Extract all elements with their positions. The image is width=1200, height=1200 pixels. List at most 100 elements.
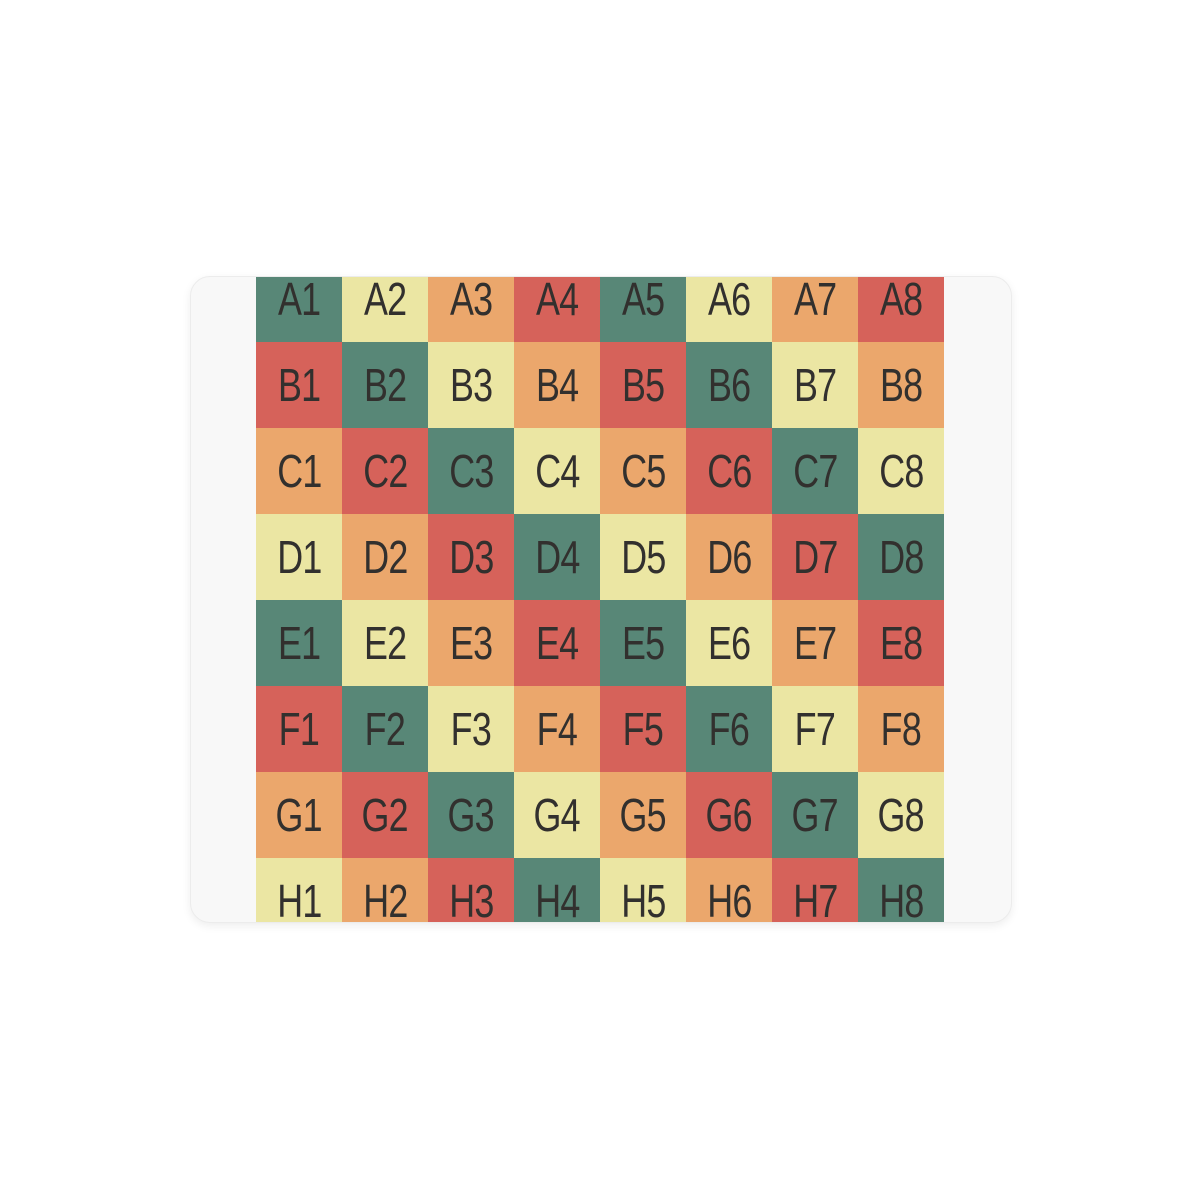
grid-cell-C7[interactable]: C7 xyxy=(772,428,858,514)
grid-cell-label: B2 xyxy=(363,359,407,411)
grid-cell-label: E2 xyxy=(363,617,407,669)
grid-cell-label: H7 xyxy=(792,875,838,923)
grid-cell-A1[interactable]: A1 xyxy=(256,277,342,342)
grid-cell-H3[interactable]: H3 xyxy=(428,858,514,923)
grid-cell-label: B4 xyxy=(535,359,579,411)
grid-cell-E2[interactable]: E2 xyxy=(342,600,428,686)
grid-cell-G1[interactable]: G1 xyxy=(256,772,342,858)
grid-cell-B4[interactable]: B4 xyxy=(514,342,600,428)
grid-cell-E4[interactable]: E4 xyxy=(514,600,600,686)
grid-cell-label: H8 xyxy=(878,875,924,923)
grid-cell-G6[interactable]: G6 xyxy=(686,772,772,858)
grid-cell-A8[interactable]: A8 xyxy=(858,276,944,342)
grid-cell-label: E1 xyxy=(277,617,321,669)
grid-cell-label: C7 xyxy=(792,445,838,497)
grid-cell-label: A4 xyxy=(535,276,579,325)
grid-cell-B6[interactable]: B6 xyxy=(686,342,772,428)
grid-cell-label: C3 xyxy=(448,445,494,497)
grid-cell-label: C6 xyxy=(706,445,752,497)
grid-cell-C3[interactable]: C3 xyxy=(428,428,514,514)
grid-cell-D7[interactable]: D7 xyxy=(772,514,858,600)
grid-cell-F1[interactable]: F1 xyxy=(256,686,342,772)
grid-cell-label: C5 xyxy=(620,445,666,497)
grid-cell-label: F2 xyxy=(364,703,406,755)
grid-cell-C6[interactable]: C6 xyxy=(686,428,772,514)
grid-cell-label: D3 xyxy=(448,531,494,583)
grid-cell-F3[interactable]: F3 xyxy=(428,686,514,772)
grid-cell-A2[interactable]: A2 xyxy=(342,276,428,342)
grid-cell-label: G3 xyxy=(447,789,495,841)
grid-cell-H5[interactable]: H5 xyxy=(600,858,686,923)
grid-cell-G8[interactable]: G8 xyxy=(858,772,944,858)
grid-cell-B5[interactable]: B5 xyxy=(600,342,686,428)
grid-cell-H8[interactable]: H8 xyxy=(858,858,944,923)
grid-cell-F6[interactable]: F6 xyxy=(686,686,772,772)
color-grid-card: A1 A2 A3 A4 A5 A6 A7 A8 B1 B2 B3 B4 B5 B6 B7 B8 C1 C2 C3 C4… xyxy=(190,276,1012,923)
grid-cell-A5[interactable]: A5 xyxy=(600,277,686,342)
grid-cell-D8[interactable]: D8 xyxy=(858,514,944,600)
grid-cell-E1[interactable]: E1 xyxy=(256,600,342,686)
grid-cell-label: A2 xyxy=(363,276,407,325)
grid-cell-label: E5 xyxy=(621,617,665,669)
grid-cell-G5[interactable]: G5 xyxy=(600,772,686,858)
grid-cell-label: D2 xyxy=(362,531,408,583)
grid-cell-H1[interactable]: H1 xyxy=(256,858,342,922)
grid-cell-label: E6 xyxy=(707,617,751,669)
grid-cell-D5[interactable]: D5 xyxy=(600,514,686,600)
grid-cell-label: A8 xyxy=(879,276,923,325)
grid-cell-B2[interactable]: B2 xyxy=(342,342,428,428)
grid-cell-label: G5 xyxy=(619,789,667,841)
grid-cell-B8[interactable]: B8 xyxy=(858,342,944,428)
grid-cell-label: H5 xyxy=(620,875,666,923)
grid-cell-A6[interactable]: A6 xyxy=(686,276,772,342)
grid-cell-label: B5 xyxy=(621,359,665,411)
grid-cell-B7[interactable]: B7 xyxy=(772,342,858,428)
grid-cell-F4[interactable]: F4 xyxy=(514,686,600,772)
grid-cell-label: F1 xyxy=(278,703,320,755)
grid-cell-A3[interactable]: A3 xyxy=(428,276,514,342)
grid-cell-label: D6 xyxy=(706,531,752,583)
grid-cell-H6[interactable]: H6 xyxy=(686,858,772,922)
grid-cell-E5[interactable]: E5 xyxy=(600,600,686,686)
grid-cell-label: D4 xyxy=(534,531,580,583)
grid-cell-D4[interactable]: D4 xyxy=(514,514,600,600)
grid-cell-E3[interactable]: E3 xyxy=(428,600,514,686)
grid-cell-A4[interactable]: A4 xyxy=(514,276,600,342)
grid-cell-label: D5 xyxy=(620,531,666,583)
grid-cell-label: H4 xyxy=(534,875,580,923)
grid-cell-label: H3 xyxy=(448,875,494,923)
grid-cell-F7[interactable]: F7 xyxy=(772,686,858,772)
grid-cell-label: A6 xyxy=(707,276,751,325)
grid-cell-B1[interactable]: B1 xyxy=(256,342,342,428)
grid-cell-G7[interactable]: G7 xyxy=(772,772,858,858)
grid-cell-G3[interactable]: G3 xyxy=(428,772,514,858)
grid-cell-label: A3 xyxy=(449,276,493,325)
grid-cell-C8[interactable]: C8 xyxy=(858,428,944,514)
grid-cell-G2[interactable]: G2 xyxy=(342,772,428,858)
grid-cell-C1[interactable]: C1 xyxy=(256,428,342,514)
grid-cell-E6[interactable]: E6 xyxy=(686,600,772,686)
grid-cell-F2[interactable]: F2 xyxy=(342,686,428,772)
grid-cell-F5[interactable]: F5 xyxy=(600,686,686,772)
grid-cell-A7[interactable]: A7 xyxy=(772,276,858,342)
grid-cell-label: A7 xyxy=(793,276,837,325)
grid-cell-D6[interactable]: D6 xyxy=(686,514,772,600)
grid-cell-H7[interactable]: H7 xyxy=(772,858,858,923)
grid-cell-D3[interactable]: D3 xyxy=(428,514,514,600)
grid-cell-label: G4 xyxy=(533,789,581,841)
grid-cell-F8[interactable]: F8 xyxy=(858,686,944,772)
grid-cell-E8[interactable]: E8 xyxy=(858,600,944,686)
grid-cell-G4[interactable]: G4 xyxy=(514,772,600,858)
grid-cell-D1[interactable]: D1 xyxy=(256,514,342,600)
grid-cell-B3[interactable]: B3 xyxy=(428,342,514,428)
grid-cell-C4[interactable]: C4 xyxy=(514,428,600,514)
grid-cell-label: F6 xyxy=(708,703,750,755)
grid-cell-C5[interactable]: C5 xyxy=(600,428,686,514)
grid-cell-E7[interactable]: E7 xyxy=(772,600,858,686)
grid-cell-D2[interactable]: D2 xyxy=(342,514,428,600)
grid-cell-label: G8 xyxy=(877,789,925,841)
grid-cell-C2[interactable]: C2 xyxy=(342,428,428,514)
grid-cell-H2[interactable]: H2 xyxy=(342,858,428,922)
grid-cell-H4[interactable]: H4 xyxy=(514,858,600,923)
grid-cell-label: F4 xyxy=(536,703,578,755)
